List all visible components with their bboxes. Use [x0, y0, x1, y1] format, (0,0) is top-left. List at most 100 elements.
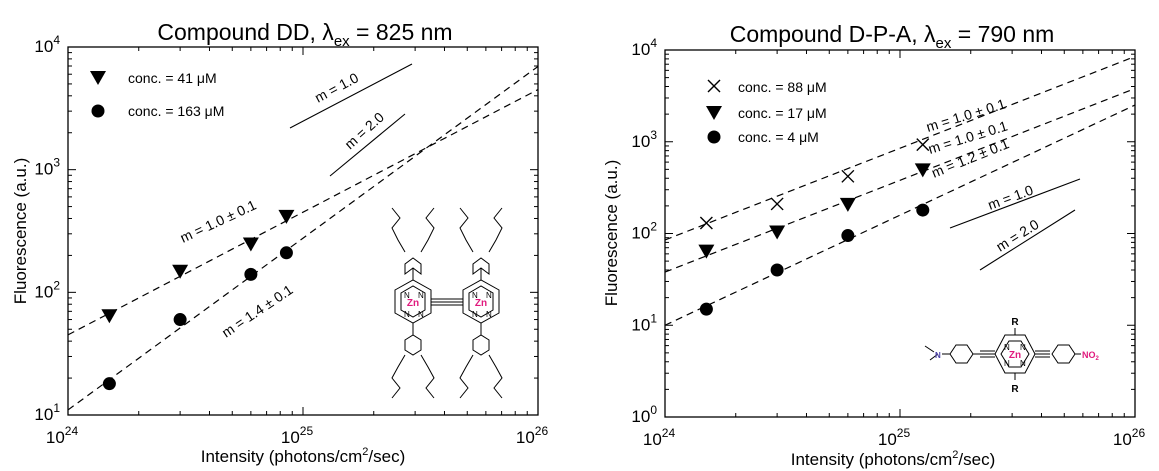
r-label-bottom: R: [1011, 384, 1019, 395]
data-points: [698, 138, 931, 316]
svg-text:N: N: [472, 310, 478, 319]
fit-line-series-1: [664, 87, 1136, 273]
data-point-series-1: [914, 163, 931, 178]
x-tick-label: 1026: [516, 424, 549, 447]
reference-line-m1: [949, 178, 1081, 229]
reference-line-m2: [979, 209, 1076, 271]
y-tick-label: 100: [631, 403, 657, 426]
svg-text:N: N: [404, 291, 410, 300]
y-tick-label: 102: [34, 278, 60, 301]
data-point-series-0: [242, 237, 259, 252]
svg-text:N: N: [1020, 343, 1026, 352]
svg-text:N: N: [486, 310, 492, 319]
fit-lines: [664, 55, 1136, 326]
fit-lines: [67, 65, 539, 411]
legend-entry-0: conc. = 88 μM: [738, 79, 827, 95]
data-point-series-0: [916, 138, 930, 152]
y-axis-label: Fluorescence (a.u.): [11, 158, 30, 304]
x-tick-label: 1026: [1113, 426, 1146, 449]
data-point-series-0: [699, 216, 713, 230]
svg-text:N: N: [418, 310, 424, 319]
x-tick-label: 1025: [878, 426, 911, 449]
svg-text:N: N: [1004, 359, 1010, 368]
legend-entry-1: conc. = 17 μM: [738, 105, 827, 121]
legend-marker-triangle: [90, 71, 106, 85]
data-points: [101, 209, 295, 391]
data-point-series-0: [278, 209, 295, 224]
reference-line-m2: [329, 113, 406, 177]
legend-entry-1: conc. = 163 μM: [128, 103, 224, 119]
reference-label-m1: m = 1.0: [312, 69, 361, 105]
data-point-series-0: [101, 309, 118, 324]
svg-text:N: N: [486, 291, 492, 300]
fit-label-series-1: m = 1.4 ± 0.1: [219, 281, 296, 340]
porphyrin-left: Zn N N N N: [391, 207, 435, 399]
reference-slopes: m = 1.0 m = 2.0: [949, 178, 1081, 271]
svg-text:N: N: [418, 291, 424, 300]
x-tick-label: 1024: [643, 426, 676, 449]
data-point-series-1: [769, 225, 786, 240]
legend: conc. = 41 μM conc. = 163 μM: [90, 70, 224, 119]
acceptor-label: NO2: [1082, 350, 1100, 362]
x-tick-label: 1025: [281, 424, 314, 447]
legend-marker-circle: [707, 130, 721, 144]
data-point-series-2: [699, 302, 713, 316]
axis-tick-labels: 1024 1025 1026 100 101 102 103 104: [631, 36, 1145, 449]
porphyrin-right: Zn N N N N: [459, 207, 503, 399]
zn-label-left: Zn: [407, 298, 419, 309]
x-axis-label: Intensity (photons/cm2/sec): [201, 446, 406, 466]
y-tick-label: 104: [34, 33, 60, 56]
data-point-series-1: [698, 244, 715, 259]
data-point-series-0: [770, 197, 784, 211]
donor-n-label: N: [935, 351, 941, 360]
x-axis-label: Intensity (photons/cm2/sec): [791, 449, 996, 469]
reference-slopes: m = 1.0 m = 2.0: [289, 63, 413, 177]
data-point-series-1: [279, 246, 293, 260]
y-tick-label: 101: [34, 401, 60, 424]
zn-label-right: Zn: [475, 298, 487, 309]
legend-entry-2: conc. = 4 μM: [738, 129, 819, 145]
data-point-series-2: [841, 229, 855, 243]
data-point-series-0: [172, 264, 189, 279]
y-tick-label: 103: [34, 156, 60, 179]
y-tick-label: 101: [631, 311, 657, 334]
plot-area: [664, 49, 1136, 418]
fit-line-series-2: [664, 104, 1136, 326]
data-point-series-1: [244, 267, 258, 281]
reference-label-m1: m = 1.0: [986, 182, 1036, 213]
data-point-series-2: [770, 263, 784, 277]
molecule-inset-dimer: Zn N N N N Zn N N N N: [391, 207, 503, 399]
svg-text:N: N: [1004, 343, 1010, 352]
chart-compound-dpa: Compound D-P-A, λex = 790 nm 1024 1025 102…: [602, 21, 1145, 469]
y-tick-label: 102: [631, 220, 657, 243]
fit-line-series-0: [67, 89, 539, 336]
fit-line-series-1: [67, 65, 539, 411]
data-point-series-2: [916, 203, 930, 217]
legend-entry-0: conc. = 41 μM: [128, 70, 217, 86]
reference-line-m1: [289, 63, 413, 129]
legend-marker-circle: [91, 104, 105, 118]
y-tick-label: 104: [631, 36, 657, 59]
y-axis-label: Fluorescence (a.u.): [602, 160, 621, 306]
y-tick-label: 103: [631, 128, 657, 151]
svg-text:N: N: [472, 291, 478, 300]
fit-line-series-0: [664, 55, 1136, 241]
legend: conc. = 88 μM conc. = 17 μM conc. = 4 μM: [706, 79, 827, 145]
svg-text:N: N: [1020, 359, 1026, 368]
legend-marker-triangle: [706, 106, 722, 120]
zn-label: Zn: [1009, 350, 1021, 361]
chart-compound-dd: Compound DD, λex = 825 nm 1024 1025 102610…: [11, 19, 548, 466]
data-point-series-0: [841, 169, 855, 183]
data-point-series-1: [102, 377, 116, 391]
axis-tick-labels: 1024 1025 1026 101 102 103 104: [34, 33, 548, 447]
molecule-inset-dpa: N Zn N N N N R R NO2: [924, 317, 1100, 395]
chart-title: Compound DD, λex = 825 nm: [157, 19, 452, 50]
data-point-series-1: [173, 313, 187, 327]
axis-ticks: [67, 47, 538, 416]
data-point-series-1: [839, 197, 856, 212]
axis-ticks: [664, 50, 1135, 418]
x-tick-label: 1024: [46, 424, 79, 447]
reference-label-m2: m = 2.0: [341, 109, 387, 153]
chart-title: Compound D-P-A, λex = 790 nm: [730, 21, 1055, 52]
